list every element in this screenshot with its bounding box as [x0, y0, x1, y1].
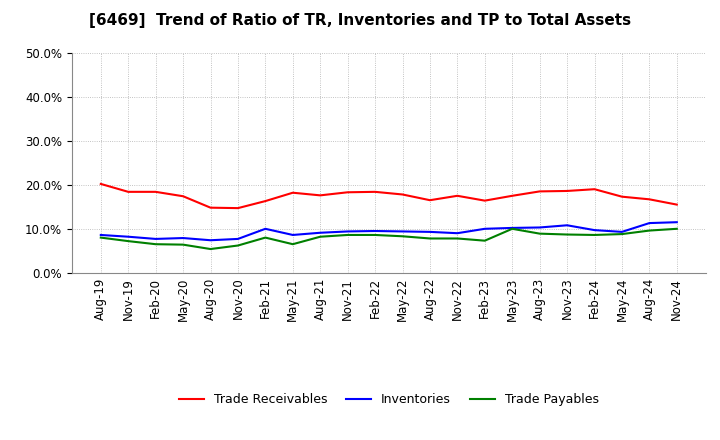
Trade Payables: [124, 238, 132, 244]
Trade Payables: [426, 236, 434, 241]
Trade Payables: [206, 246, 215, 252]
Trade Payables: [261, 235, 270, 240]
Inventories: [124, 234, 132, 239]
Trade Receivables: [371, 189, 379, 194]
Trade Payables: [398, 234, 407, 239]
Legend: Trade Receivables, Inventories, Trade Payables: Trade Receivables, Inventories, Trade Pa…: [179, 393, 599, 407]
Inventories: [563, 223, 572, 228]
Trade Receivables: [151, 189, 160, 194]
Inventories: [151, 236, 160, 242]
Inventories: [453, 231, 462, 236]
Inventories: [590, 227, 599, 233]
Trade Receivables: [316, 193, 325, 198]
Trade Payables: [179, 242, 187, 247]
Line: Trade Payables: Trade Payables: [101, 229, 677, 249]
Trade Receivables: [426, 198, 434, 203]
Inventories: [480, 226, 489, 231]
Trade Receivables: [536, 189, 544, 194]
Inventories: [618, 229, 626, 235]
Trade Payables: [453, 236, 462, 241]
Trade Receivables: [453, 193, 462, 198]
Trade Receivables: [508, 193, 516, 198]
Inventories: [508, 225, 516, 231]
Trade Receivables: [343, 190, 352, 195]
Trade Receivables: [398, 192, 407, 197]
Trade Payables: [480, 238, 489, 243]
Line: Inventories: Inventories: [101, 222, 677, 240]
Trade Receivables: [645, 197, 654, 202]
Inventories: [371, 228, 379, 234]
Trade Payables: [371, 232, 379, 238]
Trade Receivables: [261, 198, 270, 204]
Trade Payables: [618, 231, 626, 237]
Inventories: [233, 236, 242, 242]
Trade Receivables: [590, 187, 599, 192]
Inventories: [343, 229, 352, 234]
Trade Receivables: [233, 205, 242, 211]
Text: [6469]  Trend of Ratio of TR, Inventories and TP to Total Assets: [6469] Trend of Ratio of TR, Inventories…: [89, 13, 631, 28]
Trade Payables: [151, 242, 160, 247]
Trade Receivables: [206, 205, 215, 210]
Inventories: [645, 220, 654, 226]
Trade Receivables: [289, 190, 297, 195]
Trade Payables: [536, 231, 544, 236]
Inventories: [316, 230, 325, 235]
Inventories: [536, 225, 544, 230]
Trade Payables: [645, 228, 654, 233]
Trade Payables: [96, 235, 105, 240]
Trade Payables: [289, 242, 297, 247]
Line: Trade Receivables: Trade Receivables: [101, 184, 677, 208]
Trade Payables: [316, 234, 325, 239]
Trade Payables: [672, 226, 681, 231]
Trade Payables: [508, 226, 516, 231]
Trade Payables: [343, 232, 352, 238]
Trade Receivables: [124, 189, 132, 194]
Trade Receivables: [618, 194, 626, 199]
Inventories: [261, 226, 270, 231]
Trade Payables: [590, 232, 599, 238]
Inventories: [179, 235, 187, 241]
Trade Receivables: [480, 198, 489, 203]
Inventories: [289, 232, 297, 238]
Inventories: [96, 232, 105, 238]
Inventories: [426, 229, 434, 235]
Inventories: [398, 229, 407, 234]
Trade Receivables: [179, 194, 187, 199]
Trade Receivables: [96, 181, 105, 187]
Trade Receivables: [563, 188, 572, 194]
Trade Payables: [563, 232, 572, 237]
Inventories: [206, 238, 215, 243]
Inventories: [672, 220, 681, 225]
Trade Payables: [233, 243, 242, 248]
Trade Receivables: [672, 202, 681, 207]
